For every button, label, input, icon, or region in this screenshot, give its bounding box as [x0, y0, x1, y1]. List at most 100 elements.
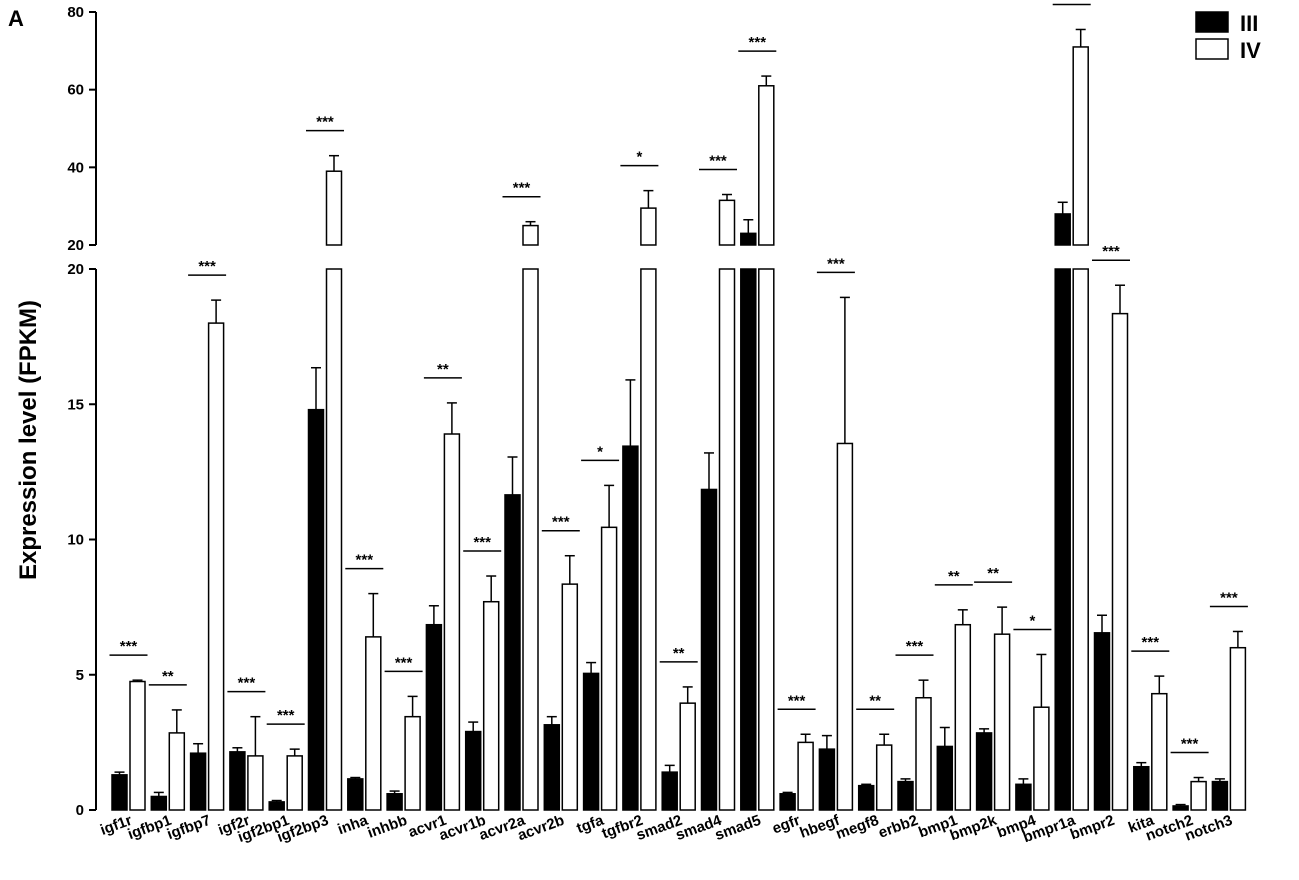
y-tick-label-lower: 5: [76, 667, 84, 684]
sig-label-tgfa: *: [597, 443, 603, 460]
bar-iii-inha-group: [347, 776, 364, 811]
bar-iv-acvr2b-group: [561, 554, 579, 811]
x-tick-label-erbb2: erbb2: [876, 812, 920, 842]
bar-iii-igf2bp3-group: [307, 366, 325, 811]
bar-iii-smad5-lower: [740, 268, 757, 811]
bar-iii-erbb2-group: [897, 778, 914, 811]
y-tick-label-upper: 80: [67, 4, 84, 21]
bar-iv-inhbb-group: [404, 695, 421, 811]
bar-iv-tgfbr2-lower: [640, 268, 657, 811]
bar-iv-tgfa: [600, 526, 618, 811]
sig-label-igfbp1: **: [162, 668, 174, 685]
bar-iv-bmp1: [954, 623, 972, 811]
x-tick-label-megf8: megf8: [834, 812, 881, 843]
bar-iv-inhbb: [404, 715, 421, 811]
bar-iii-bmp1-group: [936, 726, 954, 811]
sig-label-acvr1b: ***: [473, 534, 491, 551]
sig-label-bmp1: **: [948, 568, 960, 585]
bar-iv-acvr2b: [561, 583, 579, 811]
bar-iv-erbb2-group: [915, 679, 932, 811]
bar-iii-tgfa: [582, 672, 600, 811]
bar-iii-acvr1-group: [425, 605, 443, 811]
legend-label-iii: III: [1240, 11, 1258, 36]
bar-iv-tgfbr2-upper: [640, 207, 657, 246]
bar-iii-kita: [1133, 765, 1150, 811]
bar-iii-smad5-group: [740, 219, 757, 811]
bar-iv-bmp2k: [993, 633, 1011, 811]
sig-label-bmp4: *: [1029, 612, 1035, 629]
legend-swatch-iv: [1195, 38, 1229, 60]
bar-iv-bmpr1a-group: [1072, 28, 1089, 811]
bar-iv-notch2-group: [1190, 776, 1207, 811]
bar-iv-bmpr2: [1111, 312, 1129, 811]
bar-iii-igf2bp1-group: [268, 799, 285, 811]
bar-iii-inhbb: [386, 793, 403, 811]
panel-label: A: [8, 6, 24, 31]
bar-iii-tgfbr2-group: [622, 379, 639, 811]
bar-iii-acvr2a-group: [504, 456, 521, 811]
bar-iii-bmpr2-group: [1093, 614, 1111, 811]
bar-iv-egfr: [797, 741, 814, 811]
sig-label-bmp2k: **: [987, 565, 999, 582]
bar-iv-notch3-group: [1229, 630, 1247, 811]
bar-iv-smad4-upper: [718, 199, 736, 246]
bar-iii-notch3-group: [1211, 778, 1229, 811]
bar-iv-igf2bp3-lower: [325, 268, 343, 811]
legend-label-iv: IV: [1240, 38, 1261, 63]
bar-iii-acvr2b-group: [543, 715, 561, 811]
bar-iii-igfbp1: [150, 795, 168, 811]
sig-label-igf2r: ***: [238, 675, 256, 692]
bar-iv-smad5-group: [758, 75, 775, 811]
bar-iii-acvr1: [425, 623, 443, 811]
sig-label-inha: ***: [356, 552, 374, 569]
bar-iii-smad5-upper: [740, 232, 757, 246]
bar-iv-igf2bp1: [286, 755, 303, 811]
sig-label-notch2: ***: [1181, 736, 1199, 753]
bar-iv-tgfbr2-group: [640, 189, 657, 811]
sig-label-kita: ***: [1142, 634, 1160, 651]
bar-iii-bmp2k: [975, 732, 993, 811]
bar-iv-inha: [365, 636, 382, 811]
bar-iii-acvr2a: [504, 494, 521, 811]
bar-iii-smad4: [700, 488, 718, 811]
bar-iv-acvr2a-lower: [522, 268, 539, 811]
bar-iii-inha: [347, 778, 364, 811]
y-tick-label-upper: 20: [67, 237, 84, 254]
bar-iii-hbegf-group: [818, 734, 836, 811]
bar-iii-notch3: [1211, 780, 1229, 811]
sig-label-igfbp7: ***: [198, 258, 216, 275]
sig-label-megf8: **: [869, 692, 881, 709]
bar-iv-acvr1: [443, 433, 461, 811]
bar-iii-igfbp7-group: [189, 742, 207, 811]
bar-iii-tgfa-group: [582, 661, 600, 811]
sig-label-smad5: ***: [749, 34, 767, 51]
bar-iii-igf2r: [229, 751, 246, 811]
bar-iii-kita-group: [1133, 761, 1150, 811]
bar-iv-notch2: [1190, 780, 1207, 811]
y-tick-label-lower: 10: [67, 532, 84, 549]
bar-iv-bmp4: [1033, 706, 1050, 811]
y-tick-label-lower: 15: [67, 396, 84, 413]
sig-label-bmpr2: ***: [1102, 243, 1120, 260]
bar-iv-acvr1-group: [443, 402, 461, 811]
bar-iii-egfr: [779, 793, 796, 811]
bar-iii-tgfbr2: [622, 445, 639, 811]
legend-swatch-iii: [1195, 11, 1229, 33]
sig-label-acvr2b: ***: [552, 514, 570, 531]
bar-iii-igf1r-group: [111, 771, 128, 811]
bar-iv-igf2r: [247, 755, 264, 811]
significance-markers: ****************************************…: [109, 0, 1248, 754]
bar-iv-acvr1b: [482, 600, 500, 811]
bar-iv-kita-group: [1151, 675, 1168, 811]
x-tick-label-bmpr2: bmpr2: [1068, 812, 1117, 844]
bar-iv-bmpr2-group: [1111, 284, 1129, 811]
bar-iv-bmpr1a-lower: [1072, 268, 1089, 811]
bar-iv-hbegf-group: [836, 296, 854, 811]
bar-iii-notch2-group: [1172, 803, 1189, 811]
axes: 0 5 10 15 20 20 40 60 80: [67, 4, 97, 819]
x-tick-label-igfbp7: igfbp7: [165, 812, 213, 843]
sig-label-hbegf: ***: [827, 255, 845, 272]
y-tick-label-lower: 0: [76, 802, 84, 819]
bar-iii-acvr1b-group: [464, 721, 482, 811]
